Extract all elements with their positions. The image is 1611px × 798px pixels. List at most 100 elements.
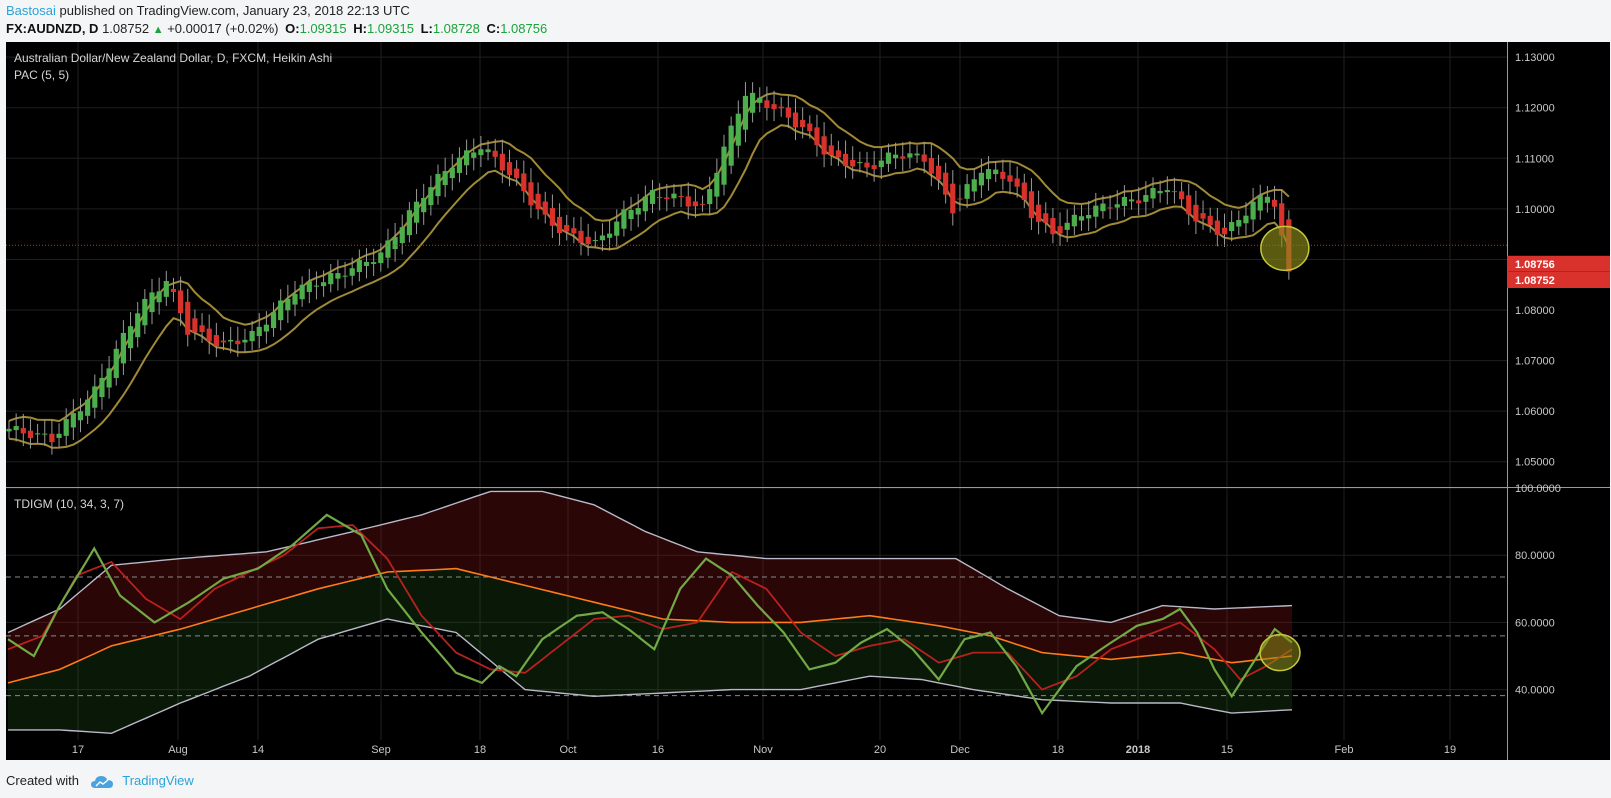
- candle-body: [1186, 195, 1192, 215]
- x-tick-label: 17: [72, 744, 84, 756]
- candle-body: [235, 340, 241, 345]
- candle-body: [993, 169, 999, 175]
- candle-body: [178, 290, 184, 314]
- candle-body: [49, 433, 55, 443]
- candle-body: [1193, 204, 1199, 222]
- candle-body: [778, 106, 784, 109]
- candle-body: [163, 281, 169, 297]
- candle-body: [757, 97, 763, 103]
- candle-body: [242, 339, 248, 343]
- candle-body: [1229, 222, 1235, 231]
- candle-body: [413, 201, 420, 223]
- candle-body: [1128, 199, 1135, 202]
- candle-body: [1057, 226, 1063, 234]
- candle-body: [900, 156, 906, 159]
- candle-body: [835, 150, 841, 158]
- symbol-quote: FX:AUDNZD, D 1.08752 ▲ +0.00017 (+0.02%)…: [6, 21, 547, 36]
- candle-body: [385, 240, 391, 258]
- candle-body: [299, 284, 305, 300]
- author-link[interactable]: Bastosai: [6, 3, 56, 18]
- candle-body: [514, 168, 520, 179]
- candle-body: [1221, 227, 1228, 235]
- candle-body: [671, 193, 677, 199]
- chart-area[interactable]: 17 Aug 14 Sep 18 Oct 16 Nov 20 Dec 18 2018 15 Feb 19 1.…: [0, 42, 1611, 762]
- candle-body: [707, 189, 713, 205]
- y-tick-label: 1.07000: [1515, 356, 1555, 368]
- price-axis-bg: [1507, 42, 1610, 760]
- candle-body: [857, 162, 863, 164]
- candle-body: [156, 291, 162, 303]
- candle-body: [199, 325, 205, 333]
- candle-body: [935, 165, 942, 180]
- candle-body: [978, 172, 984, 186]
- candle-body: [270, 312, 277, 329]
- candle-body: [335, 273, 341, 279]
- candle-body: [1021, 182, 1027, 200]
- candle-body: [664, 197, 670, 200]
- candle-body: [506, 162, 513, 176]
- price-label-text: 1.08756: [1515, 259, 1555, 271]
- candle-body: [278, 300, 284, 321]
- candle-body: [349, 268, 355, 276]
- x-tick-label: Nov: [753, 744, 773, 756]
- tdi-tick-label: 100.0000: [1515, 483, 1561, 495]
- candle-body: [985, 169, 992, 180]
- open-value: 1.09315: [299, 21, 347, 36]
- candle-body: [356, 259, 362, 273]
- tdi-mid-line: [7, 567, 1293, 684]
- candle-body: [1136, 200, 1142, 204]
- candle-body: [914, 153, 920, 156]
- candle-body: [292, 293, 298, 305]
- candle-body: [1143, 195, 1149, 202]
- x-tick-label: Sep: [371, 744, 391, 756]
- candle-body: [878, 160, 884, 168]
- x-tick-label: 2018: [1126, 744, 1150, 756]
- candle-body: [1200, 213, 1206, 219]
- candle-body: [70, 413, 76, 428]
- tradingview-link[interactable]: TradingView: [122, 773, 194, 788]
- candle-body: [1257, 195, 1263, 211]
- candle-body: [135, 313, 141, 338]
- footer: Created with TradingView: [6, 773, 194, 789]
- candle-body: [285, 298, 291, 311]
- candle-body: [657, 196, 663, 199]
- candle-body: [392, 237, 398, 250]
- candle-body: [263, 324, 269, 332]
- candle-body: [428, 187, 434, 206]
- x-tick-label: 15: [1221, 744, 1233, 756]
- candle-body: [1164, 190, 1170, 193]
- pac-lower-line: [8, 124, 1290, 449]
- candle-body: [678, 195, 684, 197]
- candle-body: [20, 428, 26, 434]
- candle-body: [92, 386, 98, 408]
- candle-body: [921, 154, 927, 162]
- last-price: 1.08752: [102, 21, 150, 36]
- x-tick-label: 20: [874, 744, 886, 756]
- candle-body: [692, 201, 698, 207]
- candle-body: [628, 209, 634, 220]
- tdi-pane-title: TDIGM (10, 34, 3, 7): [14, 497, 124, 511]
- candle-body: [449, 167, 455, 179]
- y-tick-label: 1.13000: [1515, 52, 1555, 64]
- candle-body: [313, 285, 320, 287]
- candle-body: [492, 150, 498, 157]
- candle-body: [885, 152, 892, 164]
- tdi-signal-line: [7, 524, 1293, 691]
- candle-body: [800, 119, 806, 128]
- candle-body: [957, 198, 963, 200]
- tdi-tick-label: 40.0000: [1515, 685, 1555, 697]
- candle-body: [1250, 201, 1256, 220]
- candle-body: [478, 149, 484, 156]
- candle-body: [249, 330, 255, 342]
- pac-upper-line: [8, 92, 1290, 423]
- candle-body: [807, 123, 813, 132]
- candle-body: [127, 326, 134, 349]
- candle-body: [607, 233, 613, 238]
- candle-body: [77, 411, 84, 421]
- candle-body: [213, 335, 219, 347]
- candle-body: [971, 179, 977, 192]
- candle-body: [342, 275, 348, 277]
- x-tick-label: Aug: [168, 744, 188, 756]
- candle-body: [943, 172, 949, 195]
- candle-body: [149, 292, 155, 313]
